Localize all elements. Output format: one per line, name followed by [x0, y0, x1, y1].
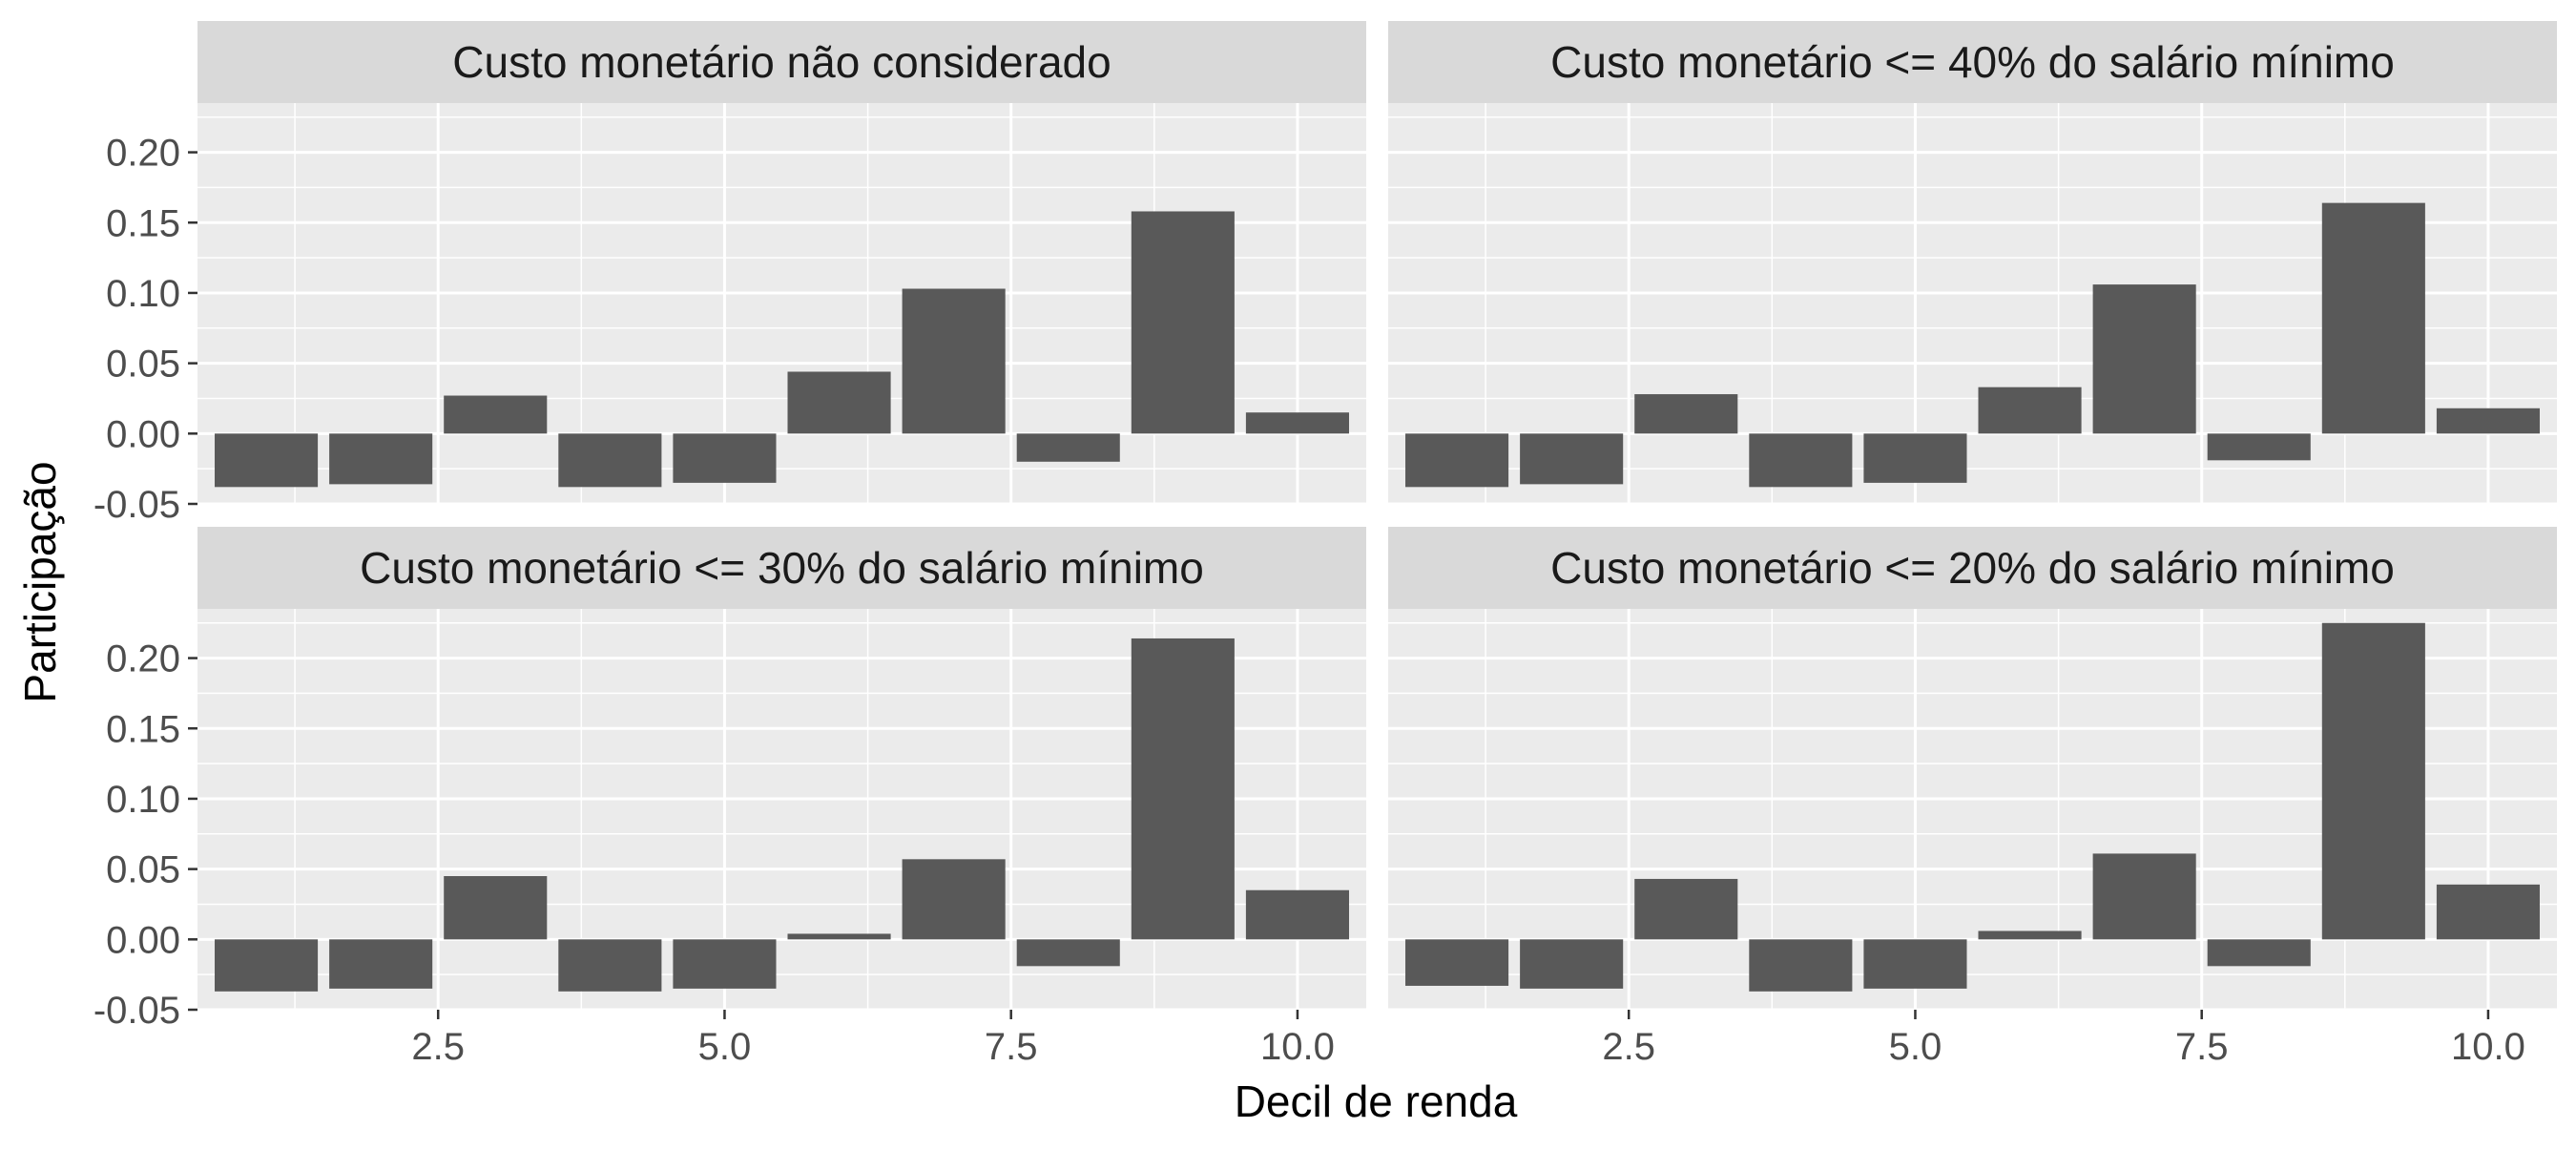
bar	[1131, 638, 1235, 940]
bar	[215, 433, 319, 488]
bar	[1863, 433, 1967, 483]
facet-strip	[1388, 527, 2557, 609]
bar	[444, 876, 548, 940]
bar	[2436, 884, 2540, 940]
y-tick-label: 0.05	[106, 849, 180, 891]
x-tick-label: 5.0	[698, 1026, 752, 1068]
y-tick-label: 0.10	[106, 273, 180, 315]
bar	[1634, 878, 1738, 940]
bar	[558, 433, 662, 488]
facet-title: Custo monetário não considerado	[452, 37, 1111, 87]
bar	[2092, 853, 2196, 940]
bar	[1749, 939, 1853, 992]
bar	[1749, 433, 1853, 488]
y-tick-label: 0.20	[106, 133, 180, 175]
bar	[787, 371, 891, 434]
y-tick-label: 0.10	[106, 779, 180, 821]
bar	[902, 859, 1006, 940]
facet-strip	[197, 527, 1366, 609]
y-tick-label: 0.20	[106, 638, 180, 680]
bar	[787, 933, 891, 940]
y-tick-label: 0.00	[106, 413, 180, 455]
bar	[2321, 622, 2425, 940]
bar	[2207, 433, 2311, 461]
x-tick-label: 5.0	[1889, 1026, 1942, 1068]
bar	[1520, 939, 1624, 989]
x-tick-label: 2.5	[411, 1026, 465, 1068]
x-axis-title: Decil de renda	[1235, 1077, 1518, 1126]
facet-panel: Custo monetário <= 20% do salário mínimo…	[1388, 527, 2557, 1068]
facet-panel: Custo monetário <= 30% do salário mínimo…	[93, 527, 1366, 1068]
bar	[1520, 433, 1624, 485]
y-tick-label: 0.00	[106, 919, 180, 961]
bar	[2321, 202, 2425, 434]
bar	[558, 939, 662, 992]
bar	[329, 433, 433, 485]
bar	[329, 939, 433, 989]
facet-panel: Custo monetário não considerado -0.05 0.00…	[93, 21, 1366, 526]
x-tick-label: 7.5	[985, 1026, 1038, 1068]
y-tick-label: 0.15	[106, 708, 180, 750]
y-tick-label: -0.05	[93, 990, 180, 1032]
bar	[1245, 889, 1349, 940]
bar	[1634, 394, 1738, 434]
x-tick-label: 2.5	[1602, 1026, 1655, 1068]
bar	[1016, 939, 1120, 967]
bar	[902, 288, 1006, 434]
x-tick-label: 10.0	[2451, 1026, 2525, 1068]
facet-strip	[1388, 21, 2557, 103]
facet-title: Custo monetário <= 30% do salário mínimo	[360, 543, 1204, 593]
facet-title: Custo monetário <= 40% do salário mínimo	[1550, 37, 2395, 87]
bar	[1016, 433, 1120, 462]
bar	[1863, 939, 1967, 989]
bar	[1405, 433, 1509, 488]
y-tick-label: 0.15	[106, 202, 180, 244]
bar	[1131, 211, 1235, 434]
facet-panel: Custo monetário <= 40% do salário mínimo	[1388, 21, 2557, 506]
y-axis-title: Participação	[15, 461, 65, 702]
facet-strip	[197, 21, 1366, 103]
x-tick-label: 10.0	[1260, 1026, 1335, 1068]
bar	[2092, 284, 2196, 434]
x-tick-label: 7.5	[2175, 1026, 2229, 1068]
y-tick-label: -0.05	[93, 484, 180, 526]
bar	[673, 433, 777, 483]
bar	[1978, 387, 2082, 434]
bar	[2207, 939, 2311, 967]
bar	[444, 395, 548, 434]
bar	[673, 939, 777, 989]
bar	[2436, 408, 2540, 434]
bar	[215, 939, 319, 992]
y-tick-label: 0.05	[106, 344, 180, 386]
bar	[1405, 939, 1509, 986]
bar	[1245, 412, 1349, 434]
facet-title: Custo monetário <= 20% do salário mínimo	[1550, 543, 2395, 593]
bar	[1978, 930, 2082, 940]
